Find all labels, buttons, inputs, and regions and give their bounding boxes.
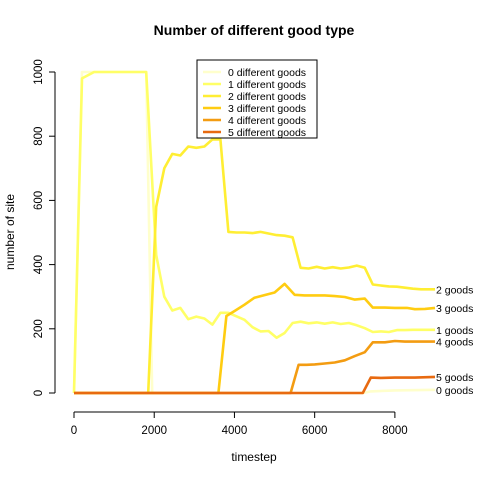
- end-label-2: 2 goods: [436, 284, 473, 296]
- x-axis-label: timestep: [231, 450, 277, 464]
- y-tick-label: 400: [33, 255, 45, 274]
- legend-item-1: 1 different goods: [228, 79, 306, 91]
- series-line-1: [72, 70, 435, 394]
- legend-item-0: 0 different goods: [228, 67, 306, 79]
- x-tick-label: 0: [71, 425, 77, 437]
- series-layer: [72, 70, 436, 395]
- x-tick-label: 4000: [222, 425, 248, 437]
- series-line-3: [74, 282, 436, 395]
- legend-item-4: 4 different goods: [228, 115, 306, 127]
- x-tick-label: 2000: [141, 425, 167, 437]
- y-tick-label: 0: [33, 390, 45, 396]
- x-tick-label: 6000: [302, 425, 328, 437]
- end-label-3: 3 goods: [436, 303, 473, 315]
- x-tick-label: 8000: [382, 425, 408, 437]
- y-axis-label: number of site: [3, 194, 17, 270]
- end-label-0: 0 goods: [436, 385, 473, 397]
- series-line-5: [74, 375, 436, 395]
- y-tick-label: 600: [33, 191, 45, 210]
- legend-item-5: 5 different goods: [228, 127, 306, 139]
- legend-item-3: 3 different goods: [228, 103, 306, 115]
- axes: 0 2000 4000 6000 8000 0 200 400 600 800 1000: [33, 59, 408, 437]
- chart-title: Number of different good type: [154, 22, 355, 38]
- series-line-2: [74, 138, 435, 395]
- end-label-1: 1 goods: [436, 325, 473, 337]
- y-tick-label: 1000: [33, 59, 45, 85]
- legend-item-2: 2 different goods: [228, 91, 306, 103]
- y-tick-label: 200: [33, 319, 45, 338]
- y-tick-label: 800: [33, 127, 45, 146]
- end-label-5: 5 goods: [436, 372, 473, 384]
- end-label-4: 4 goods: [436, 337, 473, 349]
- series-line-4: [74, 339, 435, 395]
